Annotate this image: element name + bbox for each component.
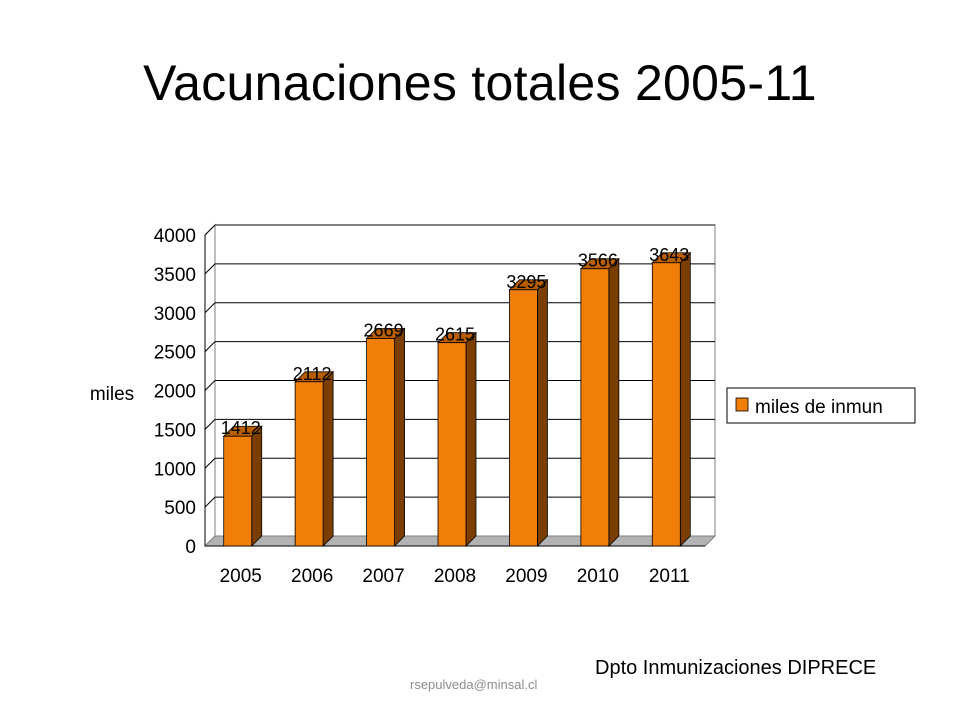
y-tick-label: 3500 [154,265,196,286]
bar [437,342,467,547]
bar [509,289,538,547]
gridline-depth [204,457,216,469]
gridline-depth [204,341,216,352]
gridline-depth [204,224,216,236]
data-label: 3643 [649,245,689,265]
bar [223,435,253,547]
data-label: 1412 [221,418,261,438]
bar-side [679,251,691,547]
data-label: 2669 [364,320,404,340]
y-tick-label: 2500 [154,343,196,364]
x-tick-label: 2010 [577,566,619,587]
gridline-depth [204,419,216,430]
bar-side [537,278,548,547]
x-tick-label: 2009 [505,566,547,587]
y-tick-label: 1000 [154,459,196,480]
bar-side [608,257,620,547]
bar-side [394,327,405,547]
department-label: Dpto Inmunizaciones DIPRECE [595,657,877,679]
bar [580,268,610,547]
gridline-depth [204,380,216,391]
slide-title: Vacunaciones totales 2005-11 [143,55,817,111]
data-label: 3566 [578,251,618,271]
y-tick-label: 1500 [154,420,196,441]
y-tick-label: 2000 [154,382,196,403]
legend-swatch [735,397,749,412]
data-label: 2615 [435,325,475,345]
y-tick-label: 0 [185,537,196,558]
legend-label: miles de inmun [755,397,883,418]
x-tick-label: 2007 [362,566,404,587]
y-tick-label: 3000 [154,304,196,325]
gridline-depth [204,302,216,314]
data-label: 3295 [506,272,546,292]
x-tick-label: 2006 [291,566,333,587]
legend-box [726,387,916,424]
bar [294,381,324,547]
bar [366,338,395,547]
y-tick-label: 4000 [154,226,196,247]
gridline-depth [204,496,216,508]
data-label: 2112 [293,364,332,384]
gridline-depth [204,263,216,275]
bar-side [465,331,477,547]
x-tick-label: 2008 [434,566,476,587]
bar-side [251,425,263,547]
bar [651,262,681,547]
x-tick-label: 2011 [649,566,690,587]
email-footer: rsepulveda@minsal.cl [410,677,538,692]
bar-side [322,370,334,547]
x-tick-label: 2005 [220,566,262,587]
y-tick-label: 500 [164,498,196,519]
y-axis-title: miles [90,384,134,405]
